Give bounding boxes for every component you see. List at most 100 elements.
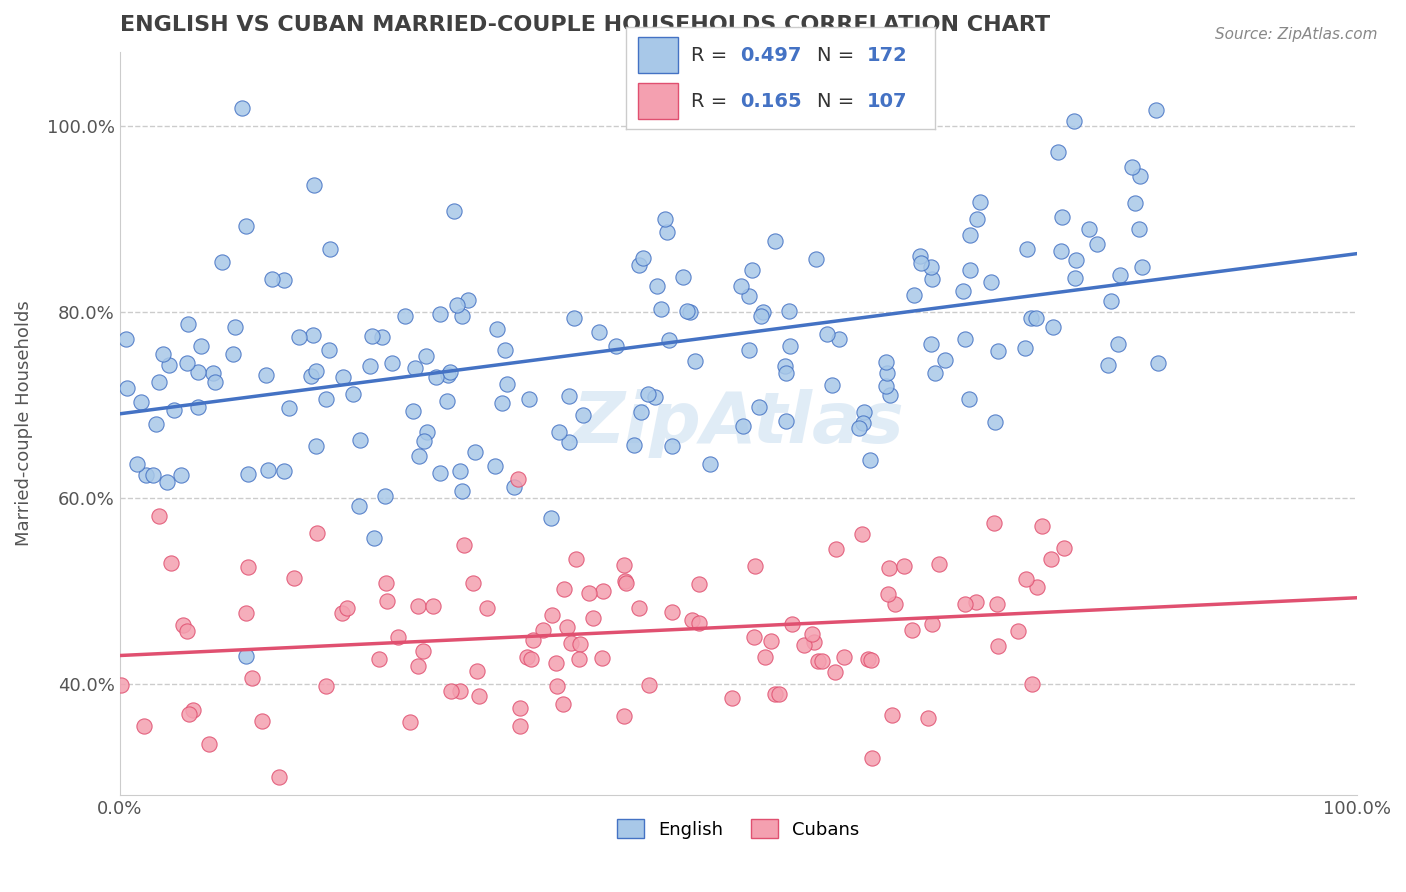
Point bbox=[986, 597, 1008, 611]
Point bbox=[1107, 337, 1129, 351]
Point bbox=[157, 359, 180, 373]
Point bbox=[778, 303, 800, 318]
Point bbox=[1019, 310, 1042, 325]
Point bbox=[305, 364, 328, 378]
Point bbox=[853, 405, 876, 419]
Point bbox=[920, 336, 942, 351]
Point bbox=[332, 370, 354, 384]
Point bbox=[952, 284, 974, 298]
Text: R =: R = bbox=[690, 92, 733, 112]
Point bbox=[1108, 268, 1130, 282]
Point bbox=[315, 679, 337, 693]
Point bbox=[520, 651, 543, 665]
Point bbox=[875, 355, 897, 369]
Point bbox=[987, 344, 1010, 359]
Point bbox=[408, 450, 430, 464]
Point bbox=[315, 392, 337, 407]
Point bbox=[398, 714, 420, 729]
Point bbox=[509, 701, 531, 715]
Point bbox=[775, 414, 797, 428]
Point bbox=[236, 467, 259, 481]
Point bbox=[1130, 260, 1153, 274]
Point bbox=[1052, 541, 1074, 555]
Point bbox=[402, 404, 425, 418]
Text: R =: R = bbox=[690, 46, 733, 65]
Point bbox=[1025, 581, 1047, 595]
Point bbox=[509, 718, 531, 732]
Point bbox=[628, 601, 651, 615]
Point bbox=[508, 472, 530, 486]
Text: 0.497: 0.497 bbox=[740, 46, 801, 65]
Point bbox=[429, 307, 451, 321]
Point bbox=[980, 275, 1002, 289]
Point bbox=[828, 332, 851, 346]
Point bbox=[752, 304, 775, 318]
Point bbox=[367, 652, 389, 666]
Point bbox=[145, 417, 167, 431]
Point bbox=[363, 531, 385, 545]
Point bbox=[477, 601, 499, 615]
Point bbox=[661, 605, 683, 619]
Point bbox=[957, 392, 980, 407]
Point bbox=[201, 366, 224, 380]
Point bbox=[541, 608, 564, 623]
Point bbox=[848, 421, 870, 435]
Point bbox=[768, 687, 790, 701]
Point bbox=[172, 618, 194, 632]
Point bbox=[875, 379, 897, 393]
Point bbox=[879, 388, 901, 402]
Point bbox=[560, 635, 582, 649]
Point bbox=[927, 558, 949, 572]
Point bbox=[959, 227, 981, 242]
Point bbox=[884, 598, 907, 612]
Point bbox=[568, 651, 591, 665]
Y-axis label: Married-couple Households: Married-couple Households bbox=[15, 301, 32, 547]
Point bbox=[440, 684, 463, 698]
Point bbox=[901, 623, 924, 637]
Point bbox=[803, 634, 825, 648]
Point bbox=[921, 617, 943, 632]
Point bbox=[502, 480, 524, 494]
Point bbox=[860, 750, 883, 764]
Point bbox=[278, 401, 301, 415]
Point bbox=[371, 329, 394, 343]
Point bbox=[551, 697, 574, 711]
Point bbox=[465, 664, 488, 678]
Point bbox=[163, 403, 186, 417]
Point bbox=[387, 630, 409, 644]
Point bbox=[763, 235, 786, 249]
Point bbox=[903, 288, 925, 302]
Point bbox=[953, 597, 976, 611]
Point bbox=[744, 558, 766, 573]
Point bbox=[779, 338, 801, 352]
Point bbox=[661, 439, 683, 453]
Point bbox=[115, 381, 138, 395]
Point bbox=[775, 367, 797, 381]
Point bbox=[741, 262, 763, 277]
Point bbox=[578, 586, 600, 600]
Text: N =: N = bbox=[817, 46, 860, 65]
Point bbox=[176, 356, 198, 370]
Point bbox=[457, 293, 479, 307]
Point bbox=[453, 538, 475, 552]
Point bbox=[859, 653, 882, 667]
Point bbox=[749, 309, 772, 323]
Point bbox=[688, 577, 710, 591]
Point bbox=[1031, 519, 1053, 533]
Point bbox=[235, 648, 257, 663]
Point bbox=[1047, 145, 1070, 160]
Point bbox=[856, 652, 879, 666]
Point bbox=[299, 368, 322, 383]
Point bbox=[759, 633, 782, 648]
Point bbox=[381, 356, 404, 370]
Point bbox=[152, 347, 174, 361]
Point bbox=[450, 309, 472, 323]
Point bbox=[984, 415, 1007, 429]
Point bbox=[547, 425, 569, 439]
Point bbox=[614, 576, 637, 591]
Point bbox=[127, 457, 149, 471]
Point bbox=[135, 467, 157, 482]
Point bbox=[628, 258, 651, 272]
Point bbox=[373, 490, 395, 504]
Point bbox=[305, 439, 328, 453]
